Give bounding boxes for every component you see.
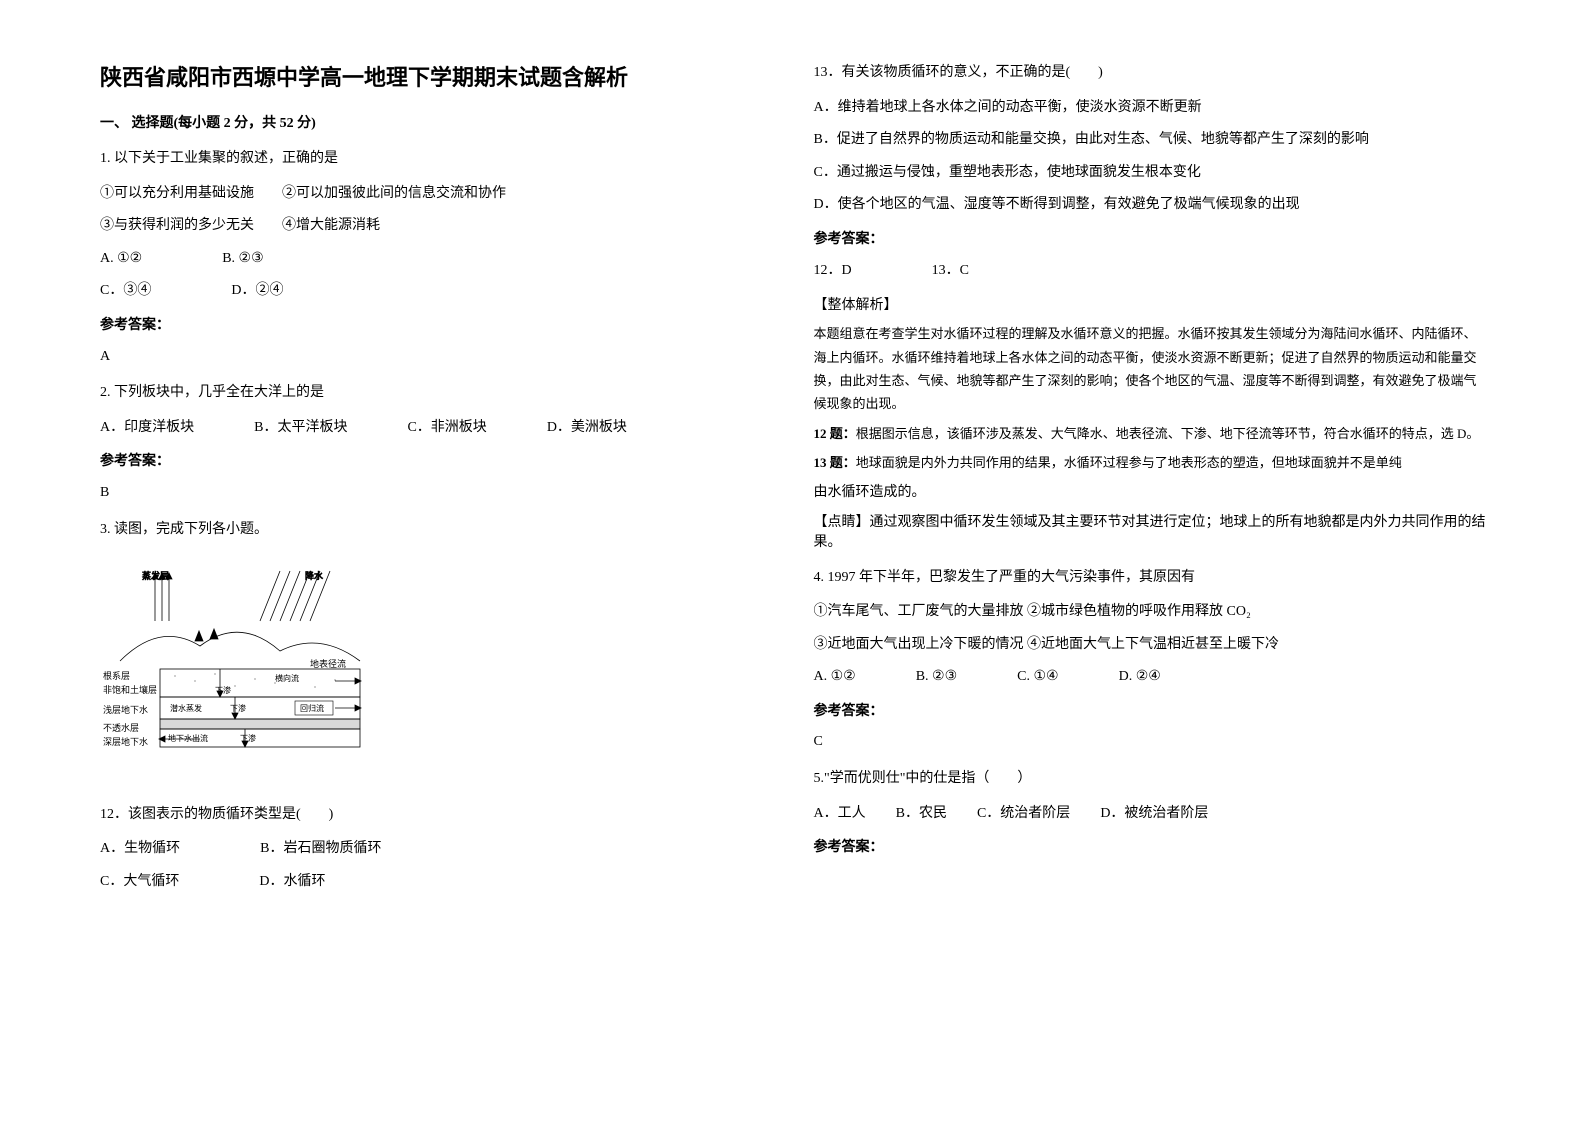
q1-opt-c: C．③④: [100, 278, 151, 305]
q12-options-ab: A．生物循环 B．岩石圈物质循环: [100, 836, 774, 863]
q12-opt-d: D．水循环: [259, 869, 325, 896]
q12-options-cd: C．大气循环 D．水循环: [100, 869, 774, 896]
question-3: 3. 读图，完成下列各小题。 蒸发层 降水: [100, 517, 774, 792]
q1-opt-a: A. ①②: [100, 246, 142, 273]
question-1: 1. 以下关于工业集聚的叙述，正确的是 ①可以充分利用基础设施 ②可以加强彼此间…: [100, 146, 774, 370]
label-precip: 降水: [305, 570, 323, 581]
analysis-p2-label: 12 题：: [814, 426, 856, 441]
analysis-tip-label: 【点睛】: [814, 515, 870, 530]
q4-answer-label: 参考答案：: [814, 699, 1488, 726]
q1-options-ab: A. ①② B. ②③: [100, 246, 774, 273]
q4-opt-a: A. ①②: [814, 664, 856, 691]
label-gw-out: 地下水出流: [168, 733, 208, 743]
question-2: 2. 下列板块中，几乎全在大洋上的是 A．印度洋板块 B．太平洋板块 C．非洲板…: [100, 380, 774, 506]
q4-line1: ①汽车尾气、工厂废气的大量排放 ②城市绿色植物的呼吸作用释放 CO₂: [814, 599, 1488, 626]
analysis-tip: 【点睛】通过观察图中循环发生领域及其主要环节对其进行定位；地球上的所有地貌都是内…: [814, 511, 1488, 551]
section-1-header: 一、 选择题(每小题 2 分，共 52 分): [100, 112, 774, 132]
q4-line2: ③近地面大气出现上冷下暖的情况 ④近地面大气上下气温相近甚至上暖下冷: [814, 632, 1488, 659]
q5-options: A．工人 B．农民 C．统治者阶层 D．被统治者阶层: [814, 801, 1488, 828]
analysis-p2-text: 根据图示信息，该循环涉及蒸发、大气降水、地表径流、下渗、地下径流等环节，符合水循…: [856, 426, 1480, 441]
label-horiz: 横向流: [275, 673, 299, 683]
label-unsat: 非饱和土壤层: [103, 684, 157, 695]
question-13: 13．有关该物质循环的意义，不正确的是( ) A．维持着地球上各水体之间的动态平…: [814, 60, 1488, 284]
q5-answer-label: 参考答案：: [814, 835, 1488, 862]
q1-line1: ①可以充分利用基础设施 ②可以加强彼此间的信息交流和协作: [100, 181, 774, 208]
answer-13: 13．C: [932, 258, 969, 285]
q2-opt-b: B．太平洋板块: [254, 415, 347, 442]
q13-answer-label: 参考答案：: [814, 227, 1488, 254]
q12-opt-a: A．生物循环: [100, 836, 180, 863]
q2-opt-a: A．印度洋板块: [100, 415, 194, 442]
answer-12: 12．D: [814, 258, 852, 285]
q1-answer-label: 参考答案：: [100, 313, 774, 340]
q5-opt-b: B．农民: [896, 801, 947, 828]
q13-answers: 12．D 13．C: [814, 258, 1488, 285]
label-return: 回归流: [300, 703, 324, 713]
label-root: 根系层: [103, 670, 130, 681]
label-deep: 深层地下水: [103, 736, 148, 747]
q12-text: 12．该图表示的物质循环类型是( ): [100, 802, 774, 829]
q4-answer: C: [814, 729, 1488, 756]
q4-options: A. ①② B. ②③ C. ①④ D. ②④: [814, 664, 1488, 691]
label-infil2: 下渗: [230, 703, 246, 713]
q4-opt-d: D. ②④: [1119, 664, 1161, 691]
q1-opt-d: D．②④: [231, 278, 283, 305]
q4-opt-b: B. ②③: [916, 664, 957, 691]
analysis-header: 【整体解析】: [814, 294, 1488, 314]
analysis-p3-cont: 由水循环造成的。: [814, 481, 1488, 501]
analysis-p2: 12 题：根据图示信息，该循环涉及蒸发、大气降水、地表径流、下渗、地下径流等环节…: [814, 422, 1488, 445]
q5-opt-c: C．统治者阶层: [977, 801, 1070, 828]
q2-answer: B: [100, 480, 774, 507]
q2-options: A．印度洋板块 B．太平洋板块 C．非洲板块 D．美洲板块: [100, 415, 774, 442]
q5-opt-d: D．被统治者阶层: [1100, 801, 1208, 828]
q12-opt-b: B．岩石圈物质循环: [260, 836, 381, 863]
label-imperm: 不透水层: [103, 722, 139, 733]
analysis-p3: 13 题：地球面貌是内外力共同作用的结果，水循环过程参与了地表形态的塑造，但地球…: [814, 451, 1488, 474]
analysis-tip-text: 通过观察图中循环发生领域及其主要环节对其进行定位；地球上的所有地貌都是内外力共同…: [814, 515, 1486, 550]
q13-opt-b: B．促进了自然界的物质运动和能量交换，由此对生态、气候、地貌等都产生了深刻的影响: [814, 127, 1488, 154]
analysis-block: 【整体解析】 本题组意在考查学生对水循环过程的理解及水循环意义的把握。水循环按其…: [814, 294, 1488, 550]
analysis-p1: 本题组意在考查学生对水循环过程的理解及水循环意义的把握。水循环按其发生领域分为海…: [814, 322, 1488, 416]
q1-line2: ③与获得利润的多少无关 ④增大能源消耗: [100, 213, 774, 240]
q2-opt-c: C．非洲板块: [407, 415, 486, 442]
q2-answer-label: 参考答案：: [100, 449, 774, 476]
page-title: 陕西省咸阳市西塬中学高一地理下学期期末试题含解析: [100, 60, 774, 92]
q2-opt-d: D．美洲板块: [547, 415, 627, 442]
q13-text: 13．有关该物质循环的意义，不正确的是( ): [814, 60, 1488, 87]
q5-opt-a: A．工人: [814, 801, 866, 828]
label-shallow: 浅层地下水: [103, 704, 148, 715]
q13-opt-c: C．通过搬运与侵蚀，重塑地表形态，使地球面貌发生根本变化: [814, 160, 1488, 187]
label-infil1: 下渗: [215, 685, 231, 695]
q13-opt-a: A．维持着地球上各水体之间的动态平衡，使淡水资源不断更新: [814, 95, 1488, 122]
q1-text: 1. 以下关于工业集聚的叙述，正确的是: [100, 146, 774, 173]
analysis-p3-label: 13 题：: [814, 455, 856, 470]
q1-options-cd: C．③④ D．②④: [100, 278, 774, 305]
q13-opt-d: D．使各个地区的气温、湿度等不断得到调整，有效避免了极端气候现象的出现: [814, 192, 1488, 219]
q4-opt-c: C. ①④: [1017, 664, 1058, 691]
q1-answer: A: [100, 344, 774, 371]
question-12: 12．该图表示的物质循环类型是( ) A．生物循环 B．岩石圈物质循环 C．大气…: [100, 802, 774, 896]
question-4: 4. 1997 年下半年，巴黎发生了严重的大气污染事件，其原因有 ①汽车尾气、工…: [814, 565, 1488, 757]
left-column: 陕西省咸阳市西塬中学高一地理下学期期末试题含解析 一、 选择题(每小题 2 分，…: [80, 60, 794, 1062]
q12-opt-c: C．大气循环: [100, 869, 179, 896]
water-cycle-diagram: 蒸发层 降水 根系层 非饱和土壤层: [100, 561, 380, 771]
q2-text: 2. 下列板块中，几乎全在大洋上的是: [100, 380, 774, 407]
label-surface: 地表径流: [310, 658, 346, 669]
right-column: 13．有关该物质循环的意义，不正确的是( ) A．维持着地球上各水体之间的动态平…: [794, 60, 1508, 1062]
q1-opt-b: B. ②③: [222, 246, 263, 273]
analysis-p3-text: 地球面貌是内外力共同作用的结果，水循环过程参与了地表形态的塑造，但地球面貌并不是…: [856, 455, 1402, 470]
q3-text: 3. 读图，完成下列各小题。: [100, 517, 774, 544]
q5-text: 5."学而优则仕"中的仕是指（ ）: [814, 766, 1488, 793]
label-gw-evap: 潜水蒸发: [170, 703, 202, 713]
question-5: 5."学而优则仕"中的仕是指（ ） A．工人 B．农民 C．统治者阶层 D．被统…: [814, 766, 1488, 862]
q4-text: 4. 1997 年下半年，巴黎发生了严重的大气污染事件，其原因有: [814, 565, 1488, 592]
